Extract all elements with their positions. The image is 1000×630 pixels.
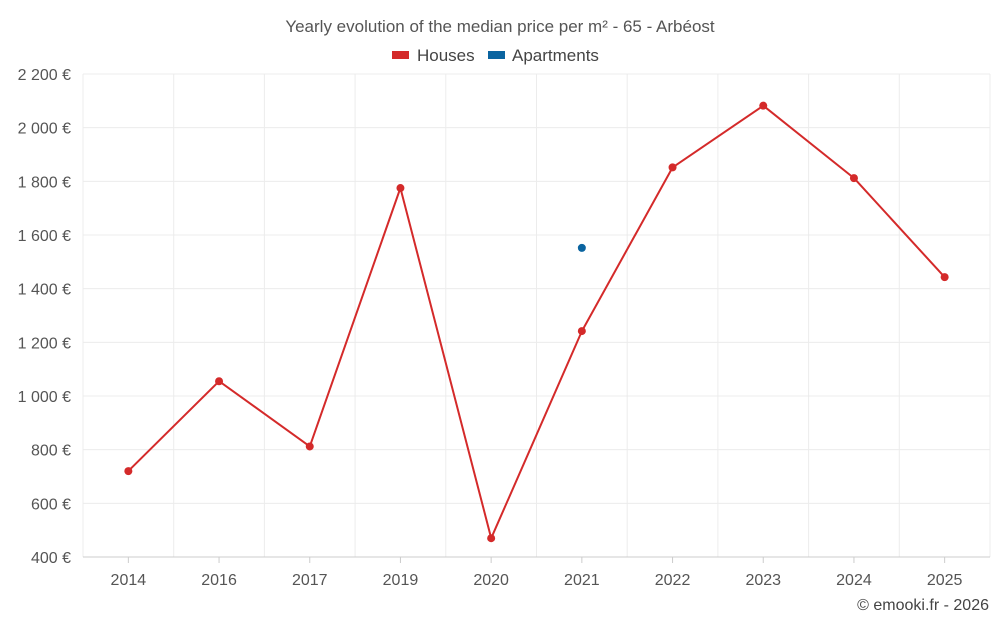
data-point-houses[interactable]: [577, 327, 586, 336]
legend-swatch-houses: [392, 51, 409, 59]
y-tick-label: 1 000 €: [18, 389, 71, 406]
series-line-houses: [127, 104, 946, 540]
data-point-houses[interactable]: [759, 101, 768, 110]
y-tick-label: 1 600 €: [18, 228, 71, 245]
x-tick-label: 2023: [745, 572, 781, 589]
legend: Houses Apartments: [392, 46, 599, 65]
y-tick-label: 600 €: [31, 496, 71, 513]
grid: [82, 73, 991, 557]
x-tick-label: 2022: [655, 572, 691, 589]
y-tick-label: 1 200 €: [18, 335, 71, 352]
data-point-houses[interactable]: [849, 174, 858, 183]
chart-title: Yearly evolution of the median price per…: [285, 17, 715, 36]
x-tick-label: 2014: [111, 572, 147, 589]
data-point-houses[interactable]: [215, 377, 224, 386]
series-houses: [124, 101, 949, 543]
data-point-houses[interactable]: [487, 534, 496, 543]
data-point-houses[interactable]: [668, 163, 677, 172]
y-tick-label: 800 €: [31, 443, 71, 460]
legend-item-houses[interactable]: Houses: [392, 46, 475, 65]
x-tick-label: 2024: [836, 572, 872, 589]
data-point-houses[interactable]: [305, 442, 314, 451]
x-tick-label: 2017: [292, 572, 328, 589]
y-tick-label: 2 200 €: [18, 67, 71, 84]
data-point-houses[interactable]: [124, 467, 133, 476]
axes: 400 € 600 € 800 € 1 000 € 1 200 € 1 400 € 1 60…: [18, 67, 990, 589]
y-tick-label: 1 800 €: [18, 174, 71, 191]
data-point-houses[interactable]: [396, 184, 405, 193]
data-point-apartments[interactable]: [577, 243, 586, 252]
legend-label-apartments: Apartments: [512, 46, 599, 65]
x-tick-label: 2019: [383, 572, 419, 589]
x-tick-label: 2020: [473, 572, 509, 589]
y-tick-label: 2 000 €: [18, 121, 71, 138]
legend-swatch-apartments: [488, 51, 505, 59]
x-tick-label: 2021: [564, 572, 600, 589]
legend-item-apartments[interactable]: Apartments: [488, 46, 599, 65]
y-tick-label: 1 400 €: [18, 282, 71, 299]
x-tick-label: 2016: [201, 572, 237, 589]
x-tick-label: 2025: [927, 572, 963, 589]
credit-text: © emooki.fr - 2026: [857, 597, 989, 614]
legend-label-houses: Houses: [417, 46, 475, 65]
data-point-houses[interactable]: [940, 273, 949, 282]
series: [124, 101, 949, 543]
series-apartments: [577, 243, 586, 252]
y-tick-label: 400 €: [31, 550, 71, 567]
